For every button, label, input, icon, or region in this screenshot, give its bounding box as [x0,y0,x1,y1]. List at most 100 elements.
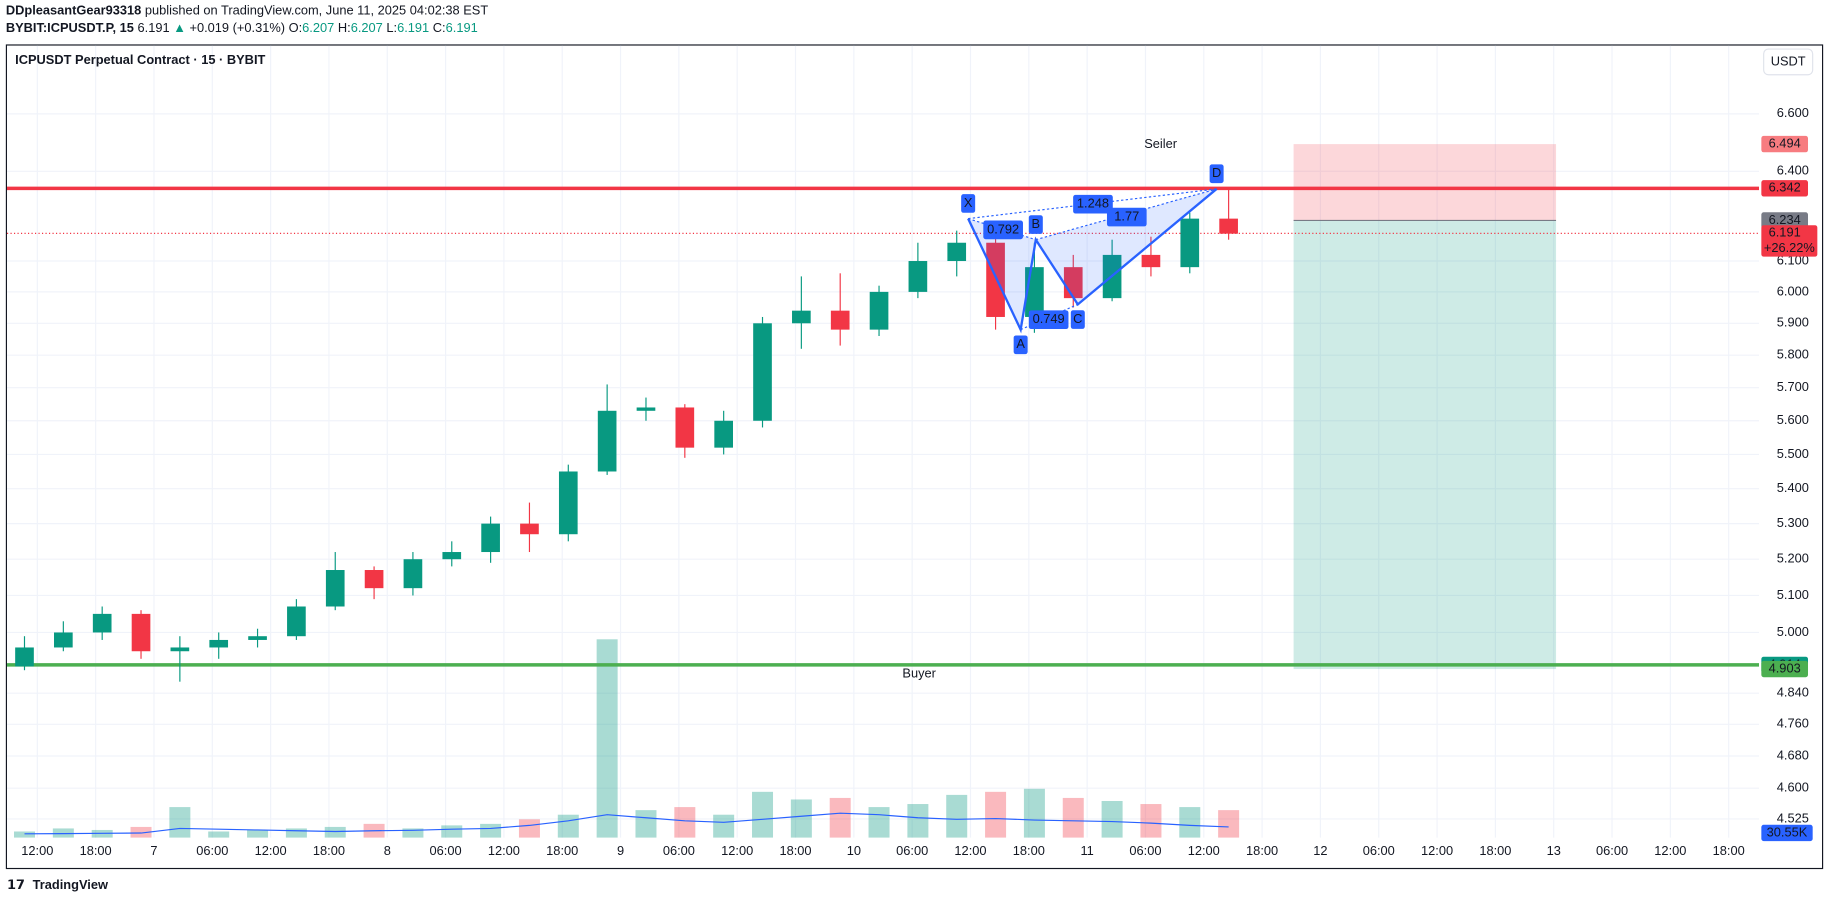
x-tick-label: 12:00 [1654,843,1686,858]
volume-bar [285,828,307,838]
volume-ma [24,812,1229,835]
x-tick-label: 12:00 [21,843,53,858]
author: DDpleasantGear93318 [6,3,142,18]
entry-tag: 6.234 [1769,212,1801,227]
candle-body [558,471,578,535]
pattern-point-box [1070,310,1085,329]
y-tick-label: 5.900 [1777,315,1809,330]
x-tick-label: 9 [617,843,624,858]
candle-body [325,570,345,607]
y-tick-label: 5.400 [1777,480,1809,495]
volume-bar [1101,800,1123,838]
entry-tag-box [1761,212,1809,229]
level-tag: 6.342 [1769,180,1801,195]
y-tick-label: 4.525 [1777,810,1809,825]
candle-body [248,636,267,640]
volume-bar [52,828,74,838]
last: 6.191 [138,21,170,36]
c-label: C: [433,21,446,36]
candle-body [403,559,423,589]
ratio-label: 1.77 [1114,208,1139,223]
volume-bar [635,810,657,838]
pattern-point-label: D [1212,165,1221,180]
pattern-point-box [1028,215,1043,234]
volume-bar [946,794,968,838]
candle-body [1180,218,1200,268]
volume-bar [518,819,540,838]
volume-bar [441,825,463,838]
volume-ma-box [1761,824,1813,842]
candle-body [131,613,151,652]
pattern-point-box [961,194,976,213]
x-tick-label: 8 [384,843,391,858]
currency-box[interactable] [1763,48,1814,76]
volume-bar [1140,804,1162,838]
pattern-point-label: X [964,195,973,210]
x-tick-label: 06:00 [430,843,462,858]
y-tick-label: 6.000 [1777,283,1809,298]
pattern-bcd [1035,188,1217,305]
candle-body [636,407,656,411]
candle-body [54,632,73,648]
logo-mark: 𝟭𝟳 [7,877,25,892]
candle-body [675,407,695,448]
plot: 6.6006.4006.1006.0005.9005.8005.7005.600… [6,45,1818,858]
volume-bar [752,791,774,838]
logo: 𝟭𝟳 [7,877,25,892]
y-tick-label: 6.600 [1777,105,1809,120]
x-tick-label: 18:00 [1713,843,1745,858]
volume-bar [674,807,696,838]
y-tick-label: 4.680 [1777,747,1809,762]
o-value: 6.207 [302,21,334,36]
y-tick-label: 6.400 [1777,163,1809,178]
candle-body [1141,254,1161,268]
header-line-1: DDpleasantGear93318 published on Trading… [6,3,489,18]
x-tick-label: 18:00 [779,843,811,858]
candle-body [908,261,928,292]
chart-title: ICPUSDT Perpetual Contract · 15 · BYBIT [15,52,265,67]
stop-tag-box [1761,135,1809,153]
x-tick-label: 7 [150,843,157,858]
annotation: Seiler [1144,136,1178,151]
x-tick-label: 18:00 [1246,843,1278,858]
volume-bar [247,829,269,838]
volume-bar [169,807,191,838]
volume-bar [557,814,579,838]
y-tick-label: 5.600 [1777,412,1809,427]
candle-body [753,323,772,421]
candle-body [442,552,462,560]
x-tick-label: 12:00 [1421,843,1453,858]
stop-zone [1293,144,1557,221]
volume-bar [985,791,1007,838]
currency: USDT [1771,53,1806,68]
arrow: ▲ [173,21,186,36]
volume-bar [907,804,929,838]
ratio-box [1028,310,1069,330]
last-change-tag: +26.22% [1764,240,1815,255]
pattern-point-box [1209,164,1224,184]
volume-bar [402,828,424,838]
volume-bar [1023,788,1045,838]
candle-body [170,647,190,652]
x-tick-label: 18:00 [313,843,345,858]
x-tick-label: 11 [1080,843,1093,858]
volume-bar [13,831,35,838]
target-tag-box [1761,660,1809,678]
x-tick-label: 12:00 [488,843,520,858]
published: published on TradingView.com, June 11, 2… [145,3,488,18]
candle-body [830,310,850,330]
ratio-box [1073,194,1113,214]
brand: TradingView [33,877,108,892]
volume-bar [713,814,735,838]
h-label: H: [338,21,351,36]
x-tick-label: 12:00 [721,843,753,858]
volume-bar [480,823,502,838]
x-tick-label: 06:00 [1129,843,1161,858]
candle-body [520,523,539,535]
candle-body [15,647,34,667]
y-tick-label: 4.840 [1777,685,1809,700]
candle-body [92,613,112,633]
stop-tag: 6.494 [1769,135,1801,150]
